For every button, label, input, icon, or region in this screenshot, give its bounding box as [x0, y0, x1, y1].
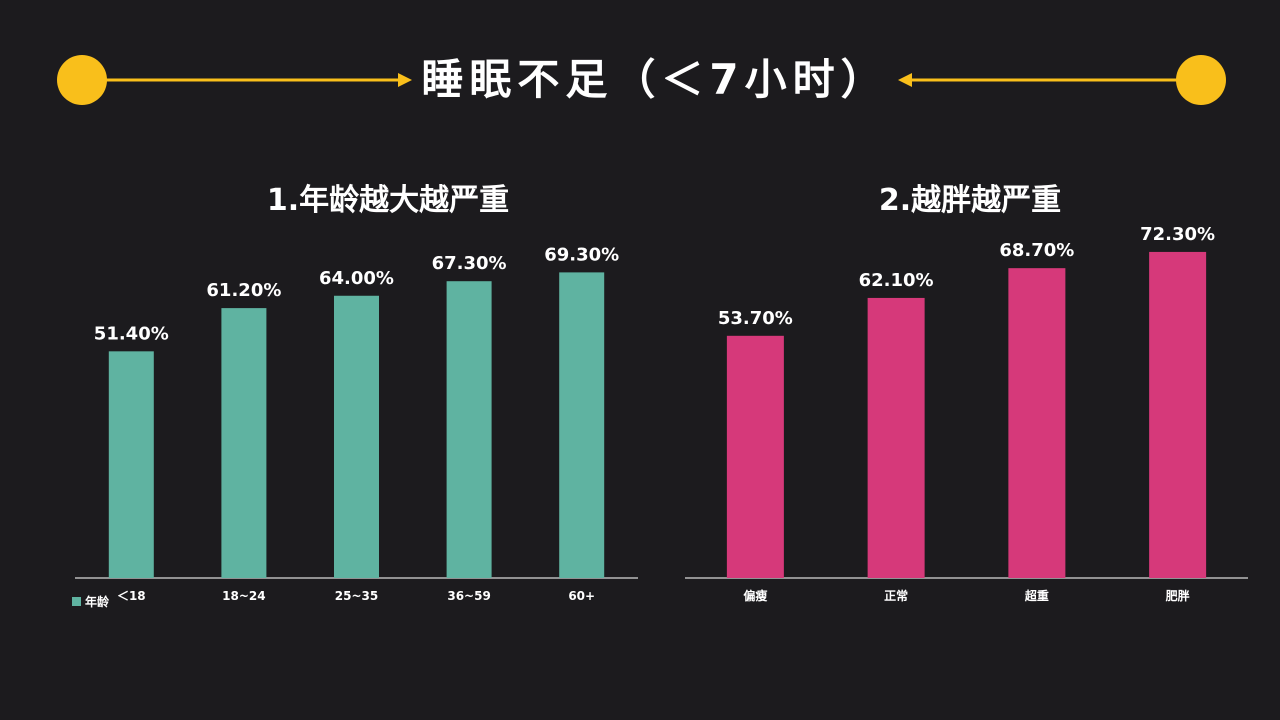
- page-title: 睡眠不足（＜7小时）: [421, 55, 889, 104]
- data-label: 53.70%: [718, 308, 793, 329]
- bar: [1149, 251, 1207, 578]
- age-chart-title: 1.年龄越大越严重: [266, 183, 510, 218]
- bar: [726, 335, 784, 578]
- legend-label: 年龄: [85, 595, 110, 609]
- x-tick-label: 36~59: [447, 589, 490, 603]
- bar: [221, 308, 267, 578]
- left-circle-icon: [57, 55, 107, 105]
- header-decoration: [57, 55, 1226, 105]
- data-label: 61.20%: [206, 280, 281, 301]
- x-tick-label: 18~24: [222, 589, 265, 603]
- data-label: 64.00%: [319, 268, 394, 289]
- x-tick-label: 25~35: [335, 589, 378, 603]
- x-tick-label: 超重: [1024, 588, 1049, 603]
- left-arrowhead-icon: [898, 73, 912, 87]
- x-tick-label: 偏瘦: [743, 588, 767, 603]
- right-circle-icon: [1176, 55, 1226, 105]
- data-label: 62.10%: [859, 270, 934, 291]
- x-tick-label: 肥胖: [1166, 588, 1190, 603]
- bar: [867, 297, 925, 578]
- bar: [334, 295, 379, 578]
- x-tick-label: ＜18: [117, 589, 146, 603]
- bar: [1008, 268, 1066, 578]
- x-tick-label: 60+: [568, 589, 595, 603]
- bar: [446, 281, 492, 578]
- bar: [108, 351, 154, 578]
- data-label: 72.30%: [1140, 224, 1215, 245]
- data-label: 68.70%: [999, 240, 1074, 261]
- data-label: 51.40%: [94, 323, 169, 344]
- right-arrowhead-icon: [398, 73, 412, 87]
- bar: [559, 272, 605, 578]
- age-chart-legend: 年龄: [72, 594, 109, 610]
- data-label: 67.30%: [432, 253, 507, 274]
- weight-chart-title: 2.越胖越严重: [878, 183, 1062, 218]
- legend-swatch: [72, 597, 81, 606]
- x-tick-label: 正常: [884, 588, 908, 603]
- data-label: 69.30%: [544, 244, 619, 265]
